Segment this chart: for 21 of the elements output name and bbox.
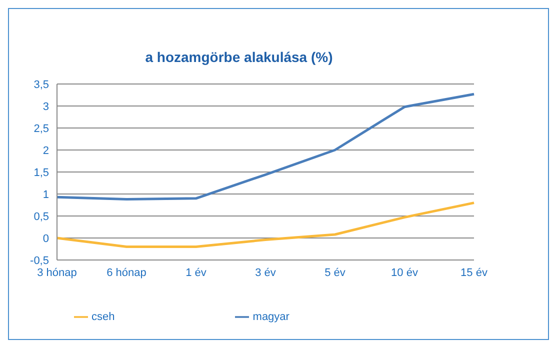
line-series xyxy=(56,92,476,201)
y-tick-label: 1 xyxy=(42,188,49,201)
x-tick-label: 3 hónap xyxy=(37,266,77,279)
x-tick-label: 15 év xyxy=(460,266,488,279)
y-tick-label: 3 xyxy=(42,100,49,113)
y-tick-label: -0,5 xyxy=(30,254,49,267)
y-tick-label: 0 xyxy=(42,232,49,245)
y-tick-label: 2,5 xyxy=(34,122,49,135)
legend-label: magyar xyxy=(252,310,290,323)
x-tick-label: 5 év xyxy=(324,266,346,279)
x-tick-label: 3 év xyxy=(255,266,276,279)
legend-label: cseh xyxy=(92,310,115,323)
x-tick-label: 1 év xyxy=(186,266,207,279)
y-tick-label: 3,5 xyxy=(34,78,49,91)
x-tick-label: 10 év xyxy=(391,266,418,279)
y-tick-label: 1,5 xyxy=(34,166,49,179)
line-series xyxy=(56,202,476,248)
x-tick-label: 6 hónap xyxy=(106,266,146,279)
y-tick-label: 0,5 xyxy=(34,210,49,223)
chart-title: a hozamgörbe alakulása (%) xyxy=(144,49,334,65)
y-tick-label: 2 xyxy=(42,144,49,157)
